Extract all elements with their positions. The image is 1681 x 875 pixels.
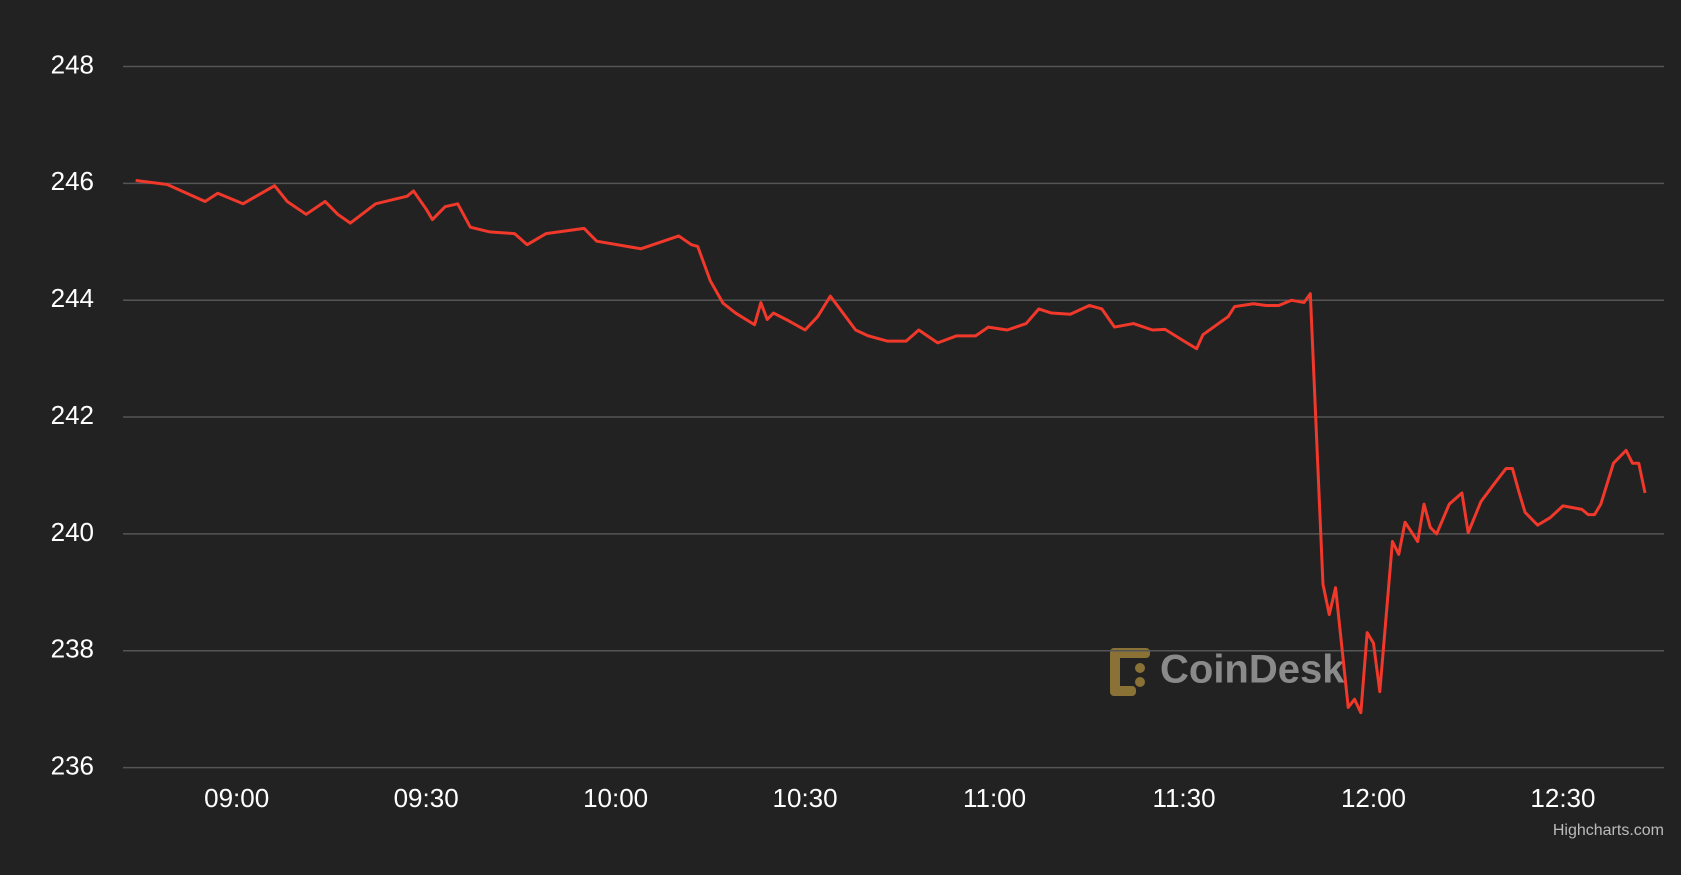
y-tick-label: 238 [51,634,94,664]
y-tick-label: 246 [51,166,94,196]
y-tick-label: 242 [51,400,94,430]
watermark: CoinDesk [1160,648,1345,692]
price-line [135,178,1647,715]
x-tick-label: 09:00 [204,783,269,813]
x-tick-label: 12:00 [1341,783,1406,813]
x-tick-label: 10:30 [773,783,838,813]
y-tick-label: 248 [51,49,94,79]
y-tick-label: 240 [51,517,94,547]
x-tick-label: 11:30 [1152,783,1215,813]
y-tick-label: 236 [51,750,94,780]
y-tick-label: 244 [51,283,94,313]
x-tick-label: 12:30 [1530,783,1595,813]
credits[interactable]: Highcharts.com [1553,822,1664,839]
x-tick-label: 09:30 [394,783,459,813]
x-tick-label: 10:00 [583,783,648,813]
x-tick-label: 11:00 [963,783,1026,813]
